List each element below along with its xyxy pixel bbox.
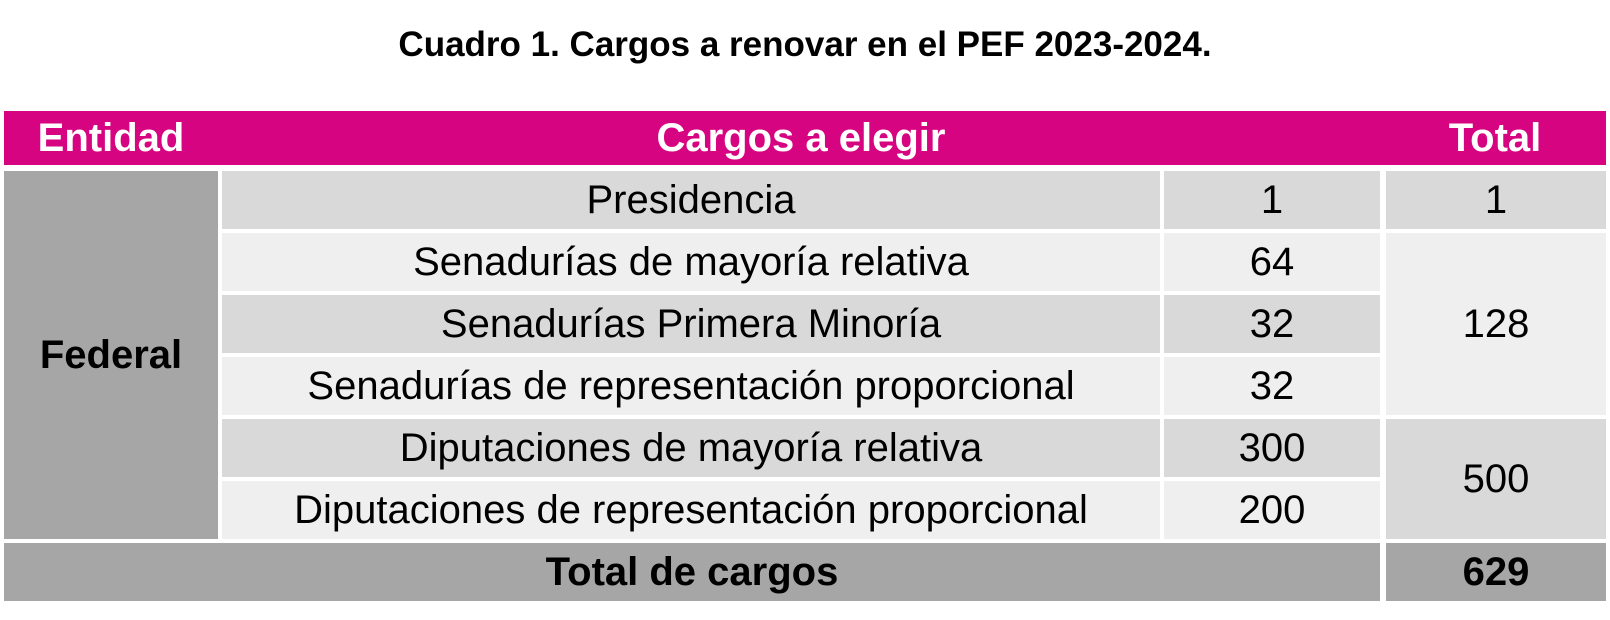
count-cell: 300 [1164, 419, 1380, 477]
count-cell: 1 [1164, 171, 1380, 229]
positions-table: Entidad Cargos a elegir Total Federal Pr… [4, 111, 1606, 618]
footer-total-value: 629 [1386, 543, 1606, 601]
cargo-cell: Diputaciones de mayoría relativa [222, 419, 1160, 477]
entity-cell: Federal [4, 171, 218, 539]
group-total-cell: 1 [1386, 171, 1606, 229]
group-total-cell: 128 [1386, 233, 1606, 415]
count-cell: 64 [1164, 233, 1380, 291]
header-entidad: Entidad [4, 111, 218, 165]
count-cell: 32 [1164, 295, 1380, 353]
cargo-cell: Senadurías de mayoría relativa [222, 233, 1160, 291]
header-total: Total [1384, 111, 1606, 165]
count-cell: 200 [1164, 481, 1380, 539]
footer-total-label: Total de cargos [4, 543, 1380, 601]
count-cell: 32 [1164, 357, 1380, 415]
table-caption: Cuadro 1. Cargos a renovar en el PEF 202… [398, 25, 1212, 64]
header-cargos: Cargos a elegir [218, 111, 1384, 165]
cargo-cell: Senadurías Primera Minoría [222, 295, 1160, 353]
cargo-cell: Senadurías de representación proporciona… [222, 357, 1160, 415]
group-total-cell: 500 [1386, 419, 1606, 539]
cargo-cell: Presidencia [222, 171, 1160, 229]
cargo-cell: Diputaciones de representación proporcio… [222, 481, 1160, 539]
